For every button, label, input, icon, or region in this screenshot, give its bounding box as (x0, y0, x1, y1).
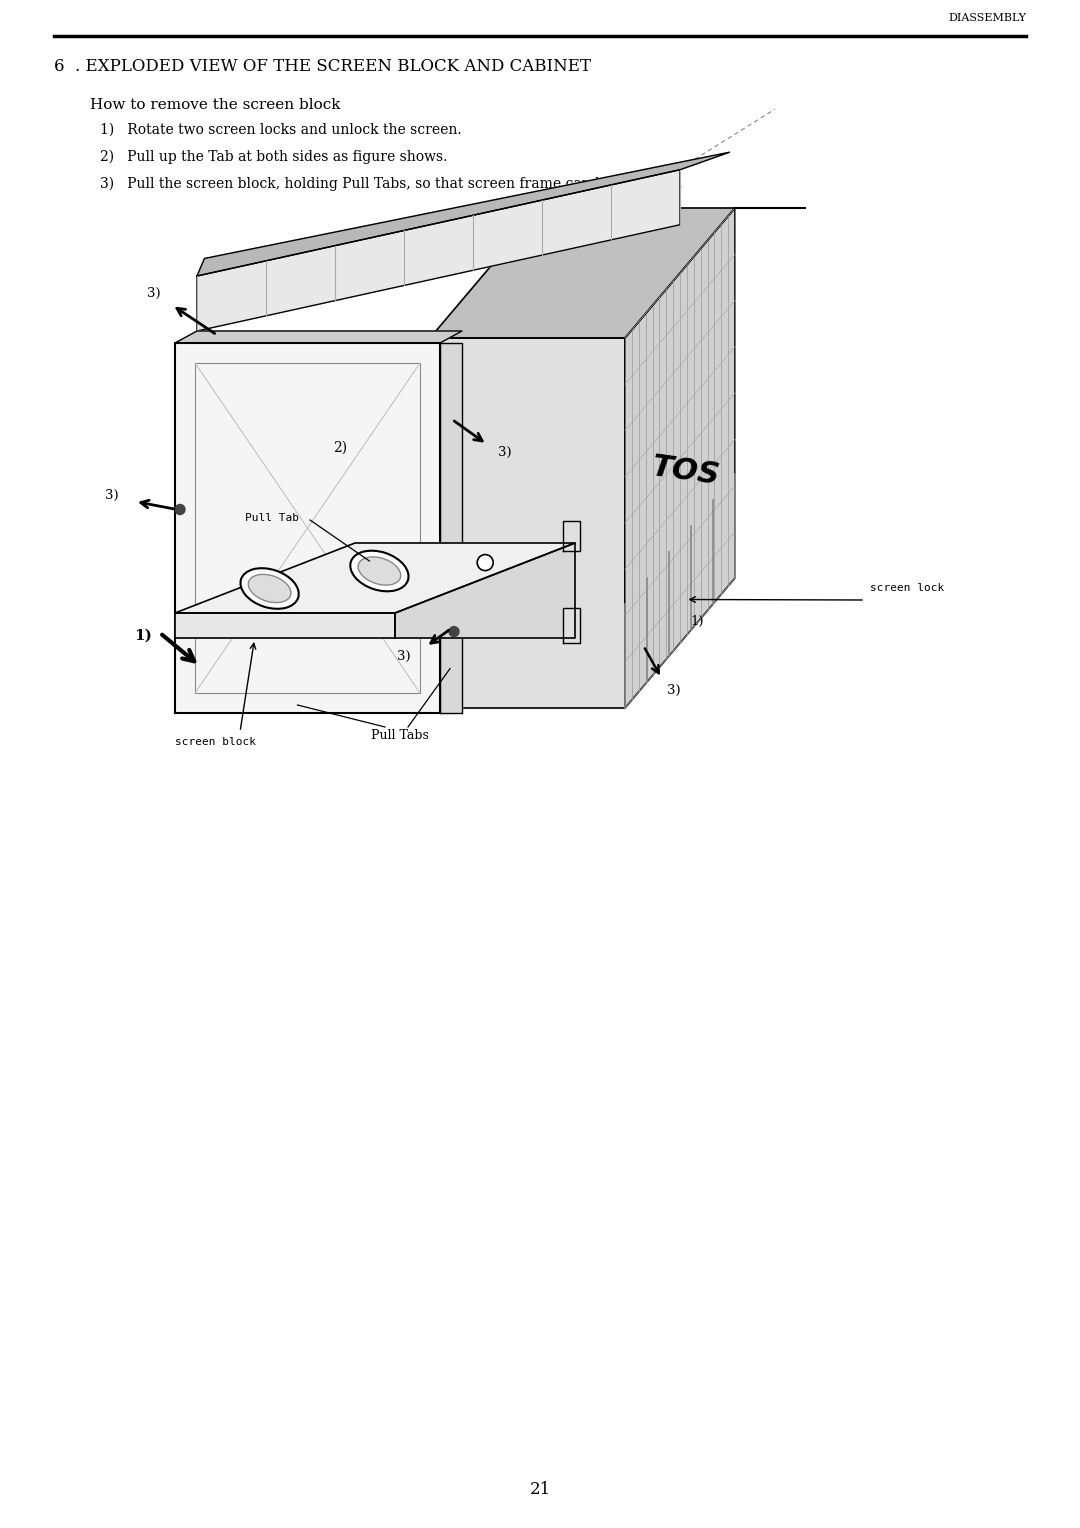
Text: 3): 3) (397, 649, 410, 663)
Polygon shape (430, 338, 625, 707)
Text: 6  . EXPLODED VIEW OF THE SCREEN BLOCK AND CABINET: 6 . EXPLODED VIEW OF THE SCREEN BLOCK AN… (54, 58, 591, 75)
Text: TOS: TOS (649, 452, 721, 490)
Ellipse shape (241, 568, 299, 608)
Text: 3): 3) (105, 489, 119, 503)
Text: 1): 1) (134, 630, 152, 643)
Ellipse shape (359, 556, 401, 585)
Text: Pull Tab: Pull Tab (245, 513, 299, 523)
Text: 3)   Pull the screen block, holding Pull Tabs, so that screen frame can be remov: 3) Pull the screen block, holding Pull T… (100, 177, 683, 191)
Polygon shape (175, 332, 462, 342)
Polygon shape (395, 542, 575, 639)
Polygon shape (197, 170, 680, 332)
Polygon shape (563, 521, 580, 552)
Polygon shape (175, 613, 395, 639)
Text: 1): 1) (691, 614, 704, 628)
Text: 3): 3) (666, 683, 680, 697)
Circle shape (477, 555, 494, 570)
Polygon shape (175, 542, 575, 613)
Text: 21: 21 (529, 1482, 551, 1499)
Text: Pull Tabs: Pull Tabs (372, 729, 429, 741)
Text: How to remove the screen block: How to remove the screen block (90, 98, 340, 112)
Polygon shape (440, 342, 462, 714)
Text: screen block: screen block (175, 736, 256, 747)
Polygon shape (563, 608, 580, 643)
Text: 3): 3) (147, 287, 161, 299)
Polygon shape (197, 153, 729, 277)
Text: 3): 3) (498, 446, 512, 458)
Ellipse shape (248, 575, 291, 602)
Ellipse shape (350, 550, 408, 591)
Polygon shape (175, 342, 440, 714)
Text: 2): 2) (333, 442, 347, 455)
Circle shape (449, 626, 459, 637)
Polygon shape (625, 208, 735, 707)
Text: 1)   Rotate two screen locks and unlock the screen.: 1) Rotate two screen locks and unlock th… (100, 122, 461, 138)
Polygon shape (430, 208, 735, 338)
Circle shape (175, 504, 185, 515)
Text: screen lock: screen lock (870, 584, 944, 593)
Text: 2)   Pull up the Tab at both sides as figure shows.: 2) Pull up the Tab at both sides as figu… (100, 150, 447, 165)
Text: DIASSEMBLY: DIASSEMBLY (948, 14, 1026, 23)
